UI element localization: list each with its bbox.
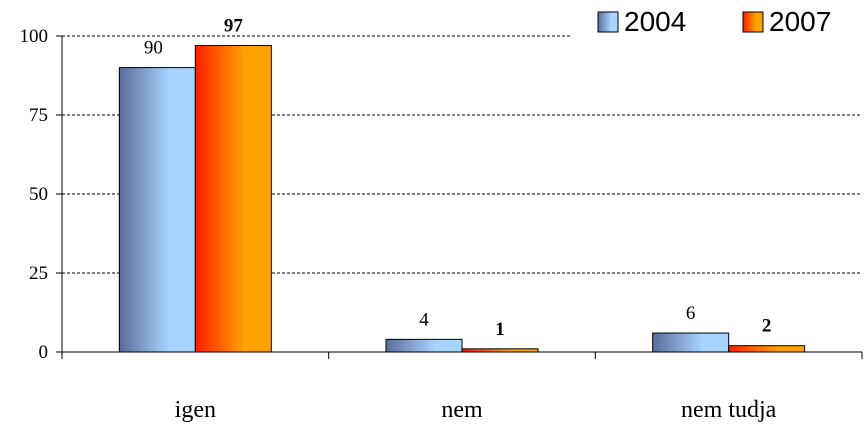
value-label-2004-nem: 4	[419, 309, 429, 330]
bar-2007-nem-tudja	[728, 345, 806, 353]
value-label-2007-nem-tudja: 2	[762, 316, 772, 337]
bar-2004-nem-tudja	[652, 332, 730, 353]
x-tick-label: nem	[441, 397, 483, 423]
legend-label-2007: 2007	[769, 6, 831, 37]
legend-swatch-2007	[742, 11, 764, 33]
bar-2007-igen	[194, 44, 272, 353]
value-label-2007-igen: 97	[224, 15, 244, 36]
x-tick-label: nem tudja	[681, 397, 777, 423]
value-label-2004-nem-tudja: 6	[686, 303, 696, 324]
legend-swatch-2004	[597, 11, 619, 33]
value-label-2004-igen: 90	[144, 38, 163, 59]
gridlines	[62, 35, 862, 274]
value-label-2007-nem: 1	[495, 319, 505, 340]
x-tick-label: igen	[175, 397, 216, 423]
legend: 2004 2007	[597, 6, 831, 37]
bar-2004-nem	[385, 338, 463, 353]
y-tick-label: 0	[39, 342, 49, 363]
labels: 0 25 50 75 100 90 97 igen 4 1 nem 6 2 nem tudja	[20, 15, 777, 423]
bars	[118, 44, 806, 353]
y-tick-label: 50	[29, 184, 48, 205]
y-tick-label: 100	[20, 26, 49, 47]
bar-2004-igen	[118, 67, 196, 353]
legend-label-2004: 2004	[624, 6, 686, 37]
bar-2007-nem	[461, 348, 539, 353]
y-tick-label: 25	[29, 263, 48, 284]
y-tick-label: 75	[29, 105, 48, 126]
